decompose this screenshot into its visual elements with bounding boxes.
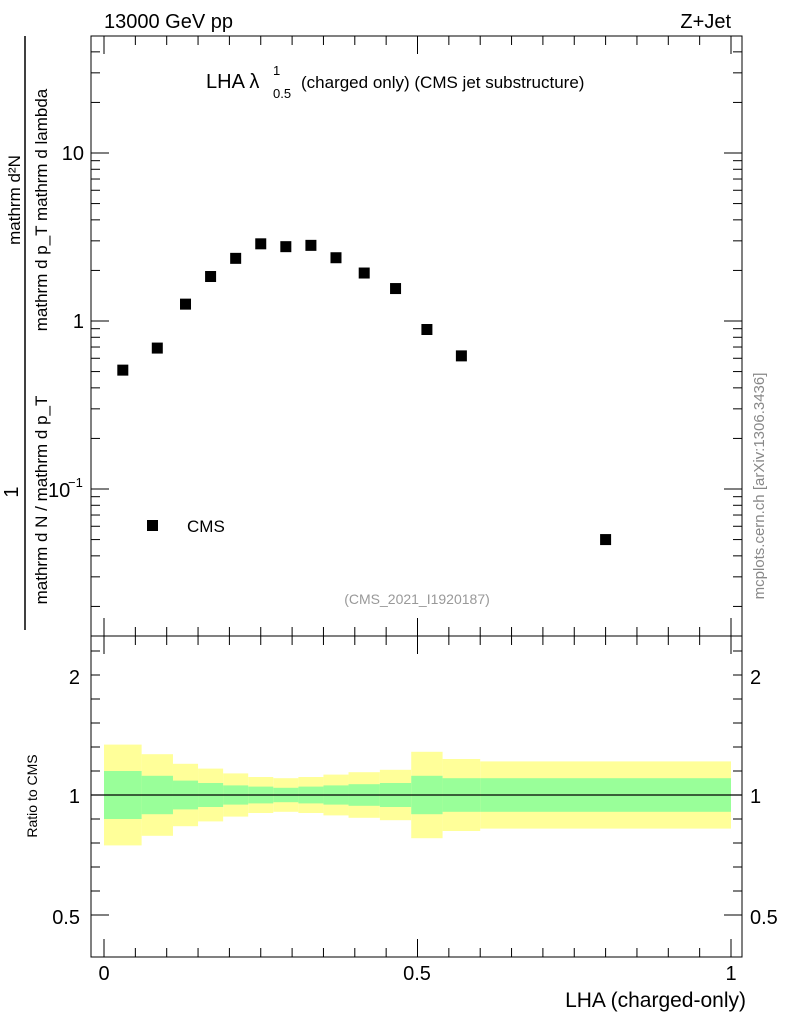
analysis-id: (CMS_2021_I1920187)	[344, 591, 490, 607]
main-ytick-label-0.1: 10 −1	[48, 475, 83, 502]
ratio-y-axis-ticks	[91, 650, 742, 916]
legend-label: CMS	[187, 517, 225, 536]
ylabel-top-numerator: mathrm d²N	[5, 155, 24, 245]
main-y-axis-ticks	[91, 51, 742, 607]
data-point	[330, 252, 342, 264]
data-point	[117, 364, 129, 376]
ratio-panel-frame	[90, 635, 743, 958]
main-ytick-label-10: 10	[62, 143, 84, 165]
data-point	[230, 252, 242, 264]
data-point	[255, 238, 267, 250]
data-point	[205, 271, 217, 283]
xtick-label-0: 0	[98, 963, 109, 985]
plot-title-rest: (charged only) (CMS jet substructure)	[301, 73, 584, 92]
main-y-axis-label: mathrm d²N mathrm d p_T mathrm d lambda …	[1, 36, 51, 630]
main-x-axis-ticks	[103, 36, 732, 636]
data-point	[421, 324, 433, 336]
data-point	[455, 350, 467, 362]
xtick-label-0.5: 0.5	[403, 963, 431, 985]
plot-title-sub: 0.5	[273, 86, 291, 101]
ratio-ytick-label-2-right: 2	[750, 667, 761, 689]
ratio-ytick-label-2: 2	[69, 667, 80, 689]
x-axis-label: LHA (charged-only)	[565, 989, 746, 1012]
data-point	[180, 298, 192, 310]
main-panel-frame	[90, 35, 743, 637]
ratio-ytick-label-0.5-right: 0.5	[750, 907, 778, 929]
plot-title-sup: 1	[273, 63, 280, 78]
watermark: mcplots.cern.ch [arXiv:1306.3436]	[751, 373, 768, 600]
header-right: Z+Jet	[680, 11, 731, 33]
main-y-axis-tick-labels: 10 1 10 −1	[48, 143, 84, 502]
main-ytick-label-1: 1	[73, 311, 84, 333]
ratio-y-axis-label: Ratio to CMS	[24, 754, 40, 837]
data-point	[280, 241, 292, 253]
data-point	[358, 267, 370, 279]
ylabel-prefactor: 1	[1, 486, 23, 497]
ratio-x-axis-ticks	[103, 636, 732, 957]
plot-title-main: LHA λ	[206, 71, 259, 93]
xtick-label-1: 1	[725, 963, 736, 985]
legend-marker	[147, 520, 158, 531]
plot-title: LHA λ 1 0.5 (charged only) (CMS jet subs…	[206, 63, 584, 101]
ylabel-bottom-denominator: mathrm d N / mathrm d p_T	[32, 396, 51, 605]
main-ytick-label-0.1-base: 10	[48, 480, 70, 502]
main-ytick-label-0.1-exp: −1	[68, 475, 83, 490]
data-point	[600, 534, 612, 546]
header-left: 13000 GeV pp	[104, 11, 233, 33]
data-point	[390, 283, 402, 295]
ylabel-top-denominator: mathrm d p_T mathrm d lambda	[32, 88, 51, 331]
main-data-points	[117, 238, 612, 546]
ratio-ytick-label-0.5: 0.5	[52, 907, 80, 929]
data-point	[151, 342, 163, 354]
ratio-ytick-label-1: 1	[69, 786, 80, 808]
legend: CMS	[147, 517, 225, 536]
data-point	[305, 239, 317, 251]
ratio-ytick-label-1-right: 1	[750, 786, 761, 808]
